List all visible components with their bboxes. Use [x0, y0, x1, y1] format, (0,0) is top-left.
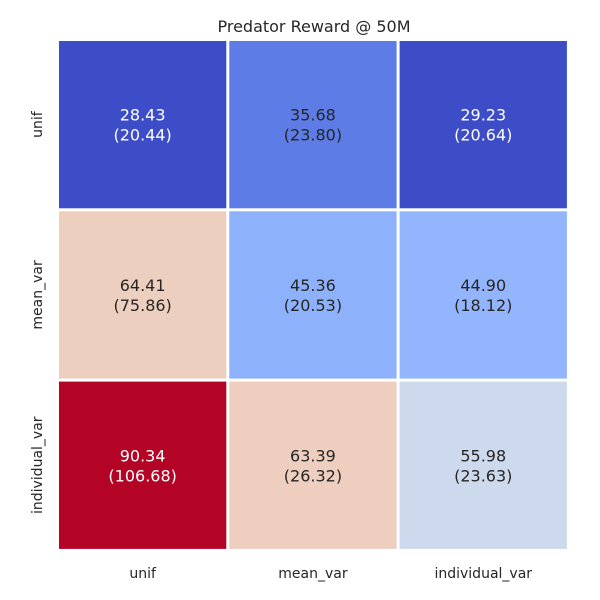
heatmap-cell-2-2: [399, 381, 567, 549]
cell-std-2-0: (106.68): [108, 466, 176, 485]
x-tick-label-0: unif: [129, 566, 157, 582]
heatmap-cell-1-0: [59, 211, 227, 379]
cell-std-0-1: (23.80): [284, 126, 342, 145]
chart-title: Predator Reward @ 50M: [217, 17, 410, 36]
y-tick-label-0: unif: [30, 110, 46, 138]
cell-std-1-2: (18.12): [454, 296, 512, 315]
x-tick-label-1: mean_var: [278, 566, 348, 582]
cell-value-2-0: 90.34: [120, 446, 166, 465]
cell-value-1-1: 45.36: [290, 276, 336, 295]
cell-value-0-2: 29.23: [460, 106, 506, 125]
cell-std-1-0: (75.86): [114, 296, 172, 315]
cell-value-0-1: 35.68: [290, 106, 336, 125]
cell-std-2-1: (26.32): [284, 466, 342, 485]
heatmap-cell-2-0: [59, 381, 227, 549]
cell-value-1-2: 44.90: [460, 276, 506, 295]
heatmap-cell-1-1: [229, 211, 397, 379]
cell-value-2-2: 55.98: [460, 446, 506, 465]
y-tick-labels: unif mean_var individual_var: [30, 110, 46, 514]
cell-std-2-2: (23.63): [454, 466, 512, 485]
cell-value-2-1: 63.39: [290, 446, 336, 465]
cell-std-0-0: (20.44): [114, 126, 172, 145]
heatmap-cell-0-2: [399, 41, 567, 209]
x-tick-labels: unif mean_var individual_var: [129, 566, 532, 582]
heatmap-cells: 28.43(20.44) 35.68(23.80) 29.23(20.64) 64.4…: [59, 41, 567, 549]
y-tick-label-1: mean_var: [30, 260, 46, 330]
heatmap-cell-2-1: [229, 381, 397, 549]
y-tick-label-2: individual_var: [30, 416, 46, 514]
cell-std-0-2: (20.64): [454, 126, 512, 145]
cell-value-1-0: 64.41: [120, 276, 166, 295]
cell-std-1-1: (20.53): [284, 296, 342, 315]
x-tick-label-2: individual_var: [434, 566, 532, 582]
heatmap-cell-0-0: [59, 41, 227, 209]
heatmap-cell-1-2: [399, 211, 567, 379]
cell-value-0-0: 28.43: [120, 106, 166, 125]
heatmap-cell-0-1: [229, 41, 397, 209]
